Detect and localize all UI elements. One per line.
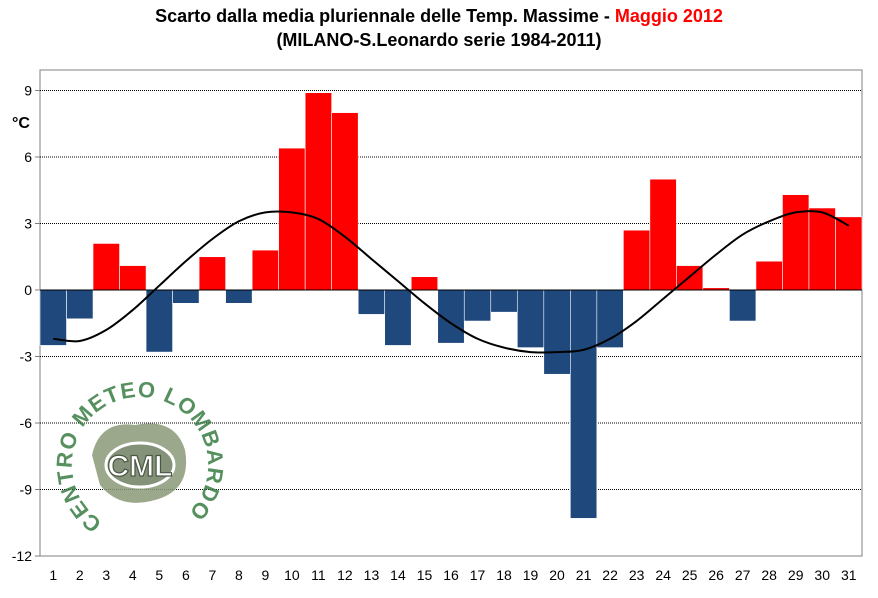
x-tick-label: 18 bbox=[496, 567, 512, 583]
x-tick-label: 14 bbox=[390, 567, 406, 583]
bar-day-4 bbox=[119, 265, 147, 291]
bar-day-10 bbox=[278, 147, 306, 291]
y-tick-label: 0 bbox=[24, 282, 32, 298]
x-tick-label: 13 bbox=[364, 567, 380, 583]
chart-title: Scarto dalla media pluriennale delle Tem… bbox=[0, 6, 878, 27]
bar-day-23 bbox=[623, 229, 651, 291]
x-tick-label: 27 bbox=[735, 567, 751, 583]
x-tick-label: 2 bbox=[76, 567, 84, 583]
x-tick-label: 29 bbox=[788, 567, 804, 583]
chart-title-main: Scarto dalla media pluriennale delle Tem… bbox=[155, 6, 615, 26]
bar-day-5 bbox=[145, 289, 173, 353]
bar-day-18 bbox=[490, 289, 518, 313]
x-tick-label: 9 bbox=[261, 567, 269, 583]
chart-title-accent: Maggio 2012 bbox=[614, 6, 723, 26]
x-tick-label: 11 bbox=[311, 567, 326, 583]
x-tick-label: 15 bbox=[417, 567, 433, 583]
logo-center-text: CML bbox=[108, 450, 173, 483]
bar-day-20 bbox=[543, 289, 571, 375]
y-axis-label: °C bbox=[12, 115, 30, 132]
x-tick-label: 28 bbox=[761, 567, 777, 583]
bar-day-7 bbox=[198, 256, 226, 291]
bar-day-17 bbox=[463, 289, 492, 322]
x-tick-label: 4 bbox=[129, 567, 137, 583]
x-tick-label: 23 bbox=[629, 567, 645, 583]
bar-day-3 bbox=[92, 243, 120, 291]
y-tick-label: 9 bbox=[24, 82, 32, 98]
bar-day-2 bbox=[66, 289, 94, 320]
x-tick-label: 24 bbox=[655, 567, 671, 583]
bar-day-9 bbox=[251, 249, 279, 291]
x-tick-label: 10 bbox=[284, 567, 300, 583]
x-tick-label: 3 bbox=[102, 567, 110, 583]
bar-day-8 bbox=[225, 289, 253, 304]
x-tick-label: 6 bbox=[182, 567, 190, 583]
x-tick-label: 30 bbox=[814, 567, 830, 583]
y-tick-label: 3 bbox=[24, 215, 32, 231]
bar-day-13 bbox=[357, 289, 386, 315]
x-tick-label: 17 bbox=[470, 567, 486, 583]
x-tick-label: 7 bbox=[208, 567, 216, 583]
x-tick-label: 20 bbox=[549, 567, 565, 583]
trend-line bbox=[53, 210, 850, 354]
x-tick-label: 21 bbox=[576, 567, 592, 583]
x-tick-label: 1 bbox=[49, 567, 57, 583]
bar-day-24 bbox=[649, 178, 677, 291]
bar-day-27 bbox=[729, 289, 757, 322]
x-tick-label: 31 bbox=[841, 567, 857, 583]
y-tick-label: 6 bbox=[24, 149, 32, 165]
x-tick-label: 8 bbox=[235, 567, 243, 583]
bar-day-14 bbox=[384, 289, 412, 346]
logo-oval bbox=[104, 441, 176, 489]
bar-day-1 bbox=[39, 289, 67, 346]
bar-day-30 bbox=[808, 207, 836, 291]
x-tick-label: 22 bbox=[602, 567, 618, 583]
y-tick-label: -6 bbox=[20, 415, 33, 431]
x-tick-label: 12 bbox=[337, 567, 353, 583]
y-tick-label: -12 bbox=[12, 548, 32, 564]
bar-day-15 bbox=[410, 276, 439, 291]
x-tick-label: 26 bbox=[708, 567, 724, 583]
chart-subtitle: (MILANO-S.Leonardo serie 1984-2011) bbox=[276, 30, 602, 50]
x-tick-label: 16 bbox=[443, 567, 459, 583]
bar-day-28 bbox=[755, 260, 783, 291]
bar-day-19 bbox=[516, 289, 545, 348]
bar-day-31 bbox=[835, 216, 863, 291]
x-tick-label: 25 bbox=[682, 567, 698, 583]
y-tick-label: -3 bbox=[20, 349, 33, 365]
x-tick-label: 19 bbox=[523, 567, 539, 583]
x-tick-label: 5 bbox=[155, 567, 163, 583]
bar-day-21 bbox=[570, 289, 598, 519]
bar-day-12 bbox=[331, 112, 359, 291]
y-tick-label: -9 bbox=[20, 482, 33, 498]
bar-day-11 bbox=[304, 92, 332, 291]
bar-day-6 bbox=[172, 289, 200, 304]
bar-day-29 bbox=[782, 194, 810, 291]
